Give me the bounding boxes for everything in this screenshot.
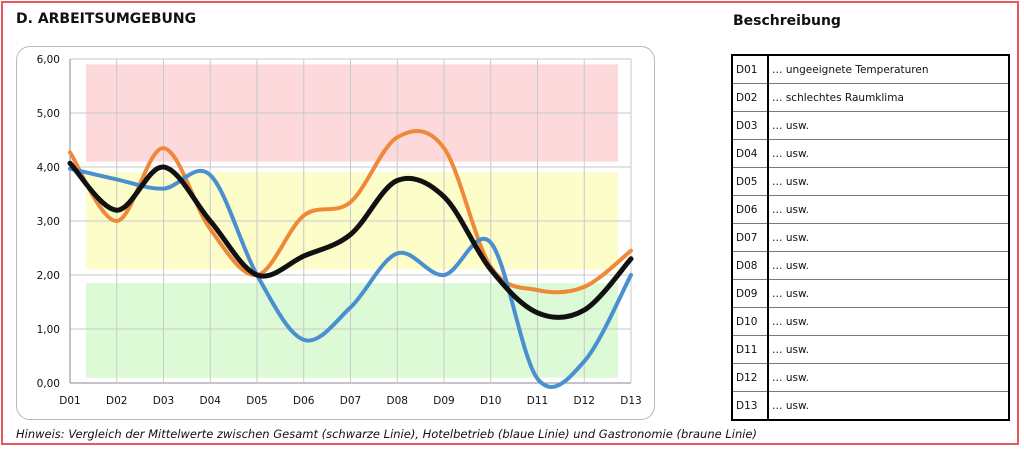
description-code: D08 (732, 251, 769, 280)
x-tick-label: D01 (59, 395, 80, 407)
description-row: D03… usw. (732, 111, 1009, 140)
description-text: … usw. (768, 111, 1009, 140)
line-chart: 0,00 1,00 2,00 3,00 4,00 5,00 6,00 D01 D02 D03 D04… (37, 54, 642, 407)
description-text: … usw. (768, 167, 1009, 196)
description-row: D11… usw. (732, 335, 1009, 364)
description-code: D05 (732, 167, 769, 196)
description-text: … usw. (768, 223, 1009, 252)
series-line-gastronomie (68, 129, 633, 295)
x-tick-label: D06 (293, 395, 315, 407)
x-tick-label: D08 (387, 395, 408, 407)
y-tick-label: 4,00 (37, 162, 60, 174)
description-table: D01… ungeeignete Temperaturen D02… schlec… (731, 54, 1010, 421)
y-tick-label: 2,00 (37, 270, 60, 282)
description-code: D12 (732, 363, 769, 392)
description-text: … ungeeignete Temperaturen (772, 63, 929, 76)
chart-note: Hinweis: Vergleich der Mittelwerte zwisc… (16, 427, 757, 441)
chart-frame (16, 46, 655, 420)
description-code: D03 (732, 111, 769, 140)
description-code: D04 (732, 139, 769, 168)
description-row: D08… usw. (732, 251, 1009, 280)
description-row: D13… usw. (732, 391, 1009, 420)
series-line-gesamt (67, 160, 634, 320)
description-row: D07… usw. (732, 223, 1009, 252)
x-tick-label: D10 (480, 395, 501, 407)
description-row: D09… usw. (732, 279, 1009, 308)
description-text: … schlechtes Raumklima (768, 83, 1009, 112)
description-code: D11 (732, 335, 769, 364)
description-text: … usw. (768, 139, 1009, 168)
y-tick-label: 0,00 (37, 378, 60, 390)
description-code: D13 (732, 391, 769, 420)
series-line-hotelbetrieb (68, 166, 633, 389)
x-tick-label: D13 (620, 395, 641, 407)
description-row: D01… ungeeignete Temperaturen (732, 55, 1009, 84)
y-tick-label: 1,00 (37, 324, 60, 336)
description-row: D06… usw. (732, 195, 1009, 224)
section-title: D. ARBEITSUMGEBUNG (16, 11, 197, 27)
description-text: … usw. (768, 251, 1009, 280)
y-tick-label: 6,00 (37, 54, 60, 66)
y-tick-label: 5,00 (37, 108, 60, 120)
chart-band (86, 283, 618, 378)
x-tick-label: D04 (200, 395, 222, 407)
x-tick-label: D12 (574, 395, 595, 407)
description-code: D02 (732, 83, 769, 112)
x-tick-label: D03 (153, 395, 174, 407)
description-code: D01 (732, 55, 769, 84)
description-row: D10… usw. (732, 307, 1009, 336)
x-tick-label: D05 (246, 395, 267, 407)
description-text: … usw. (768, 307, 1009, 336)
x-tick-label: D09 (433, 395, 454, 407)
description-row: D12… usw. (732, 363, 1009, 392)
y-tick-label: 3,00 (37, 216, 60, 228)
description-row: D02… schlechtes Raumklima (732, 83, 1009, 112)
description-code: D06 (732, 195, 769, 224)
description-row: D05… usw. (732, 167, 1009, 196)
x-tick-label: D07 (340, 395, 361, 407)
description-code: D09 (732, 279, 769, 308)
description-text: … usw. (768, 279, 1009, 308)
description-text: … usw. (768, 195, 1009, 224)
description-title: Beschreibung (733, 13, 841, 29)
description-text: … usw. (768, 391, 1009, 420)
description-code: D10 (732, 307, 769, 336)
description-text: … usw. (768, 363, 1009, 392)
x-tick-label: D11 (527, 395, 548, 407)
x-tick-label: D02 (106, 395, 127, 407)
description-row: D04… usw. (732, 139, 1009, 168)
description-text: … usw. (768, 335, 1009, 364)
description-code: D07 (732, 223, 769, 252)
